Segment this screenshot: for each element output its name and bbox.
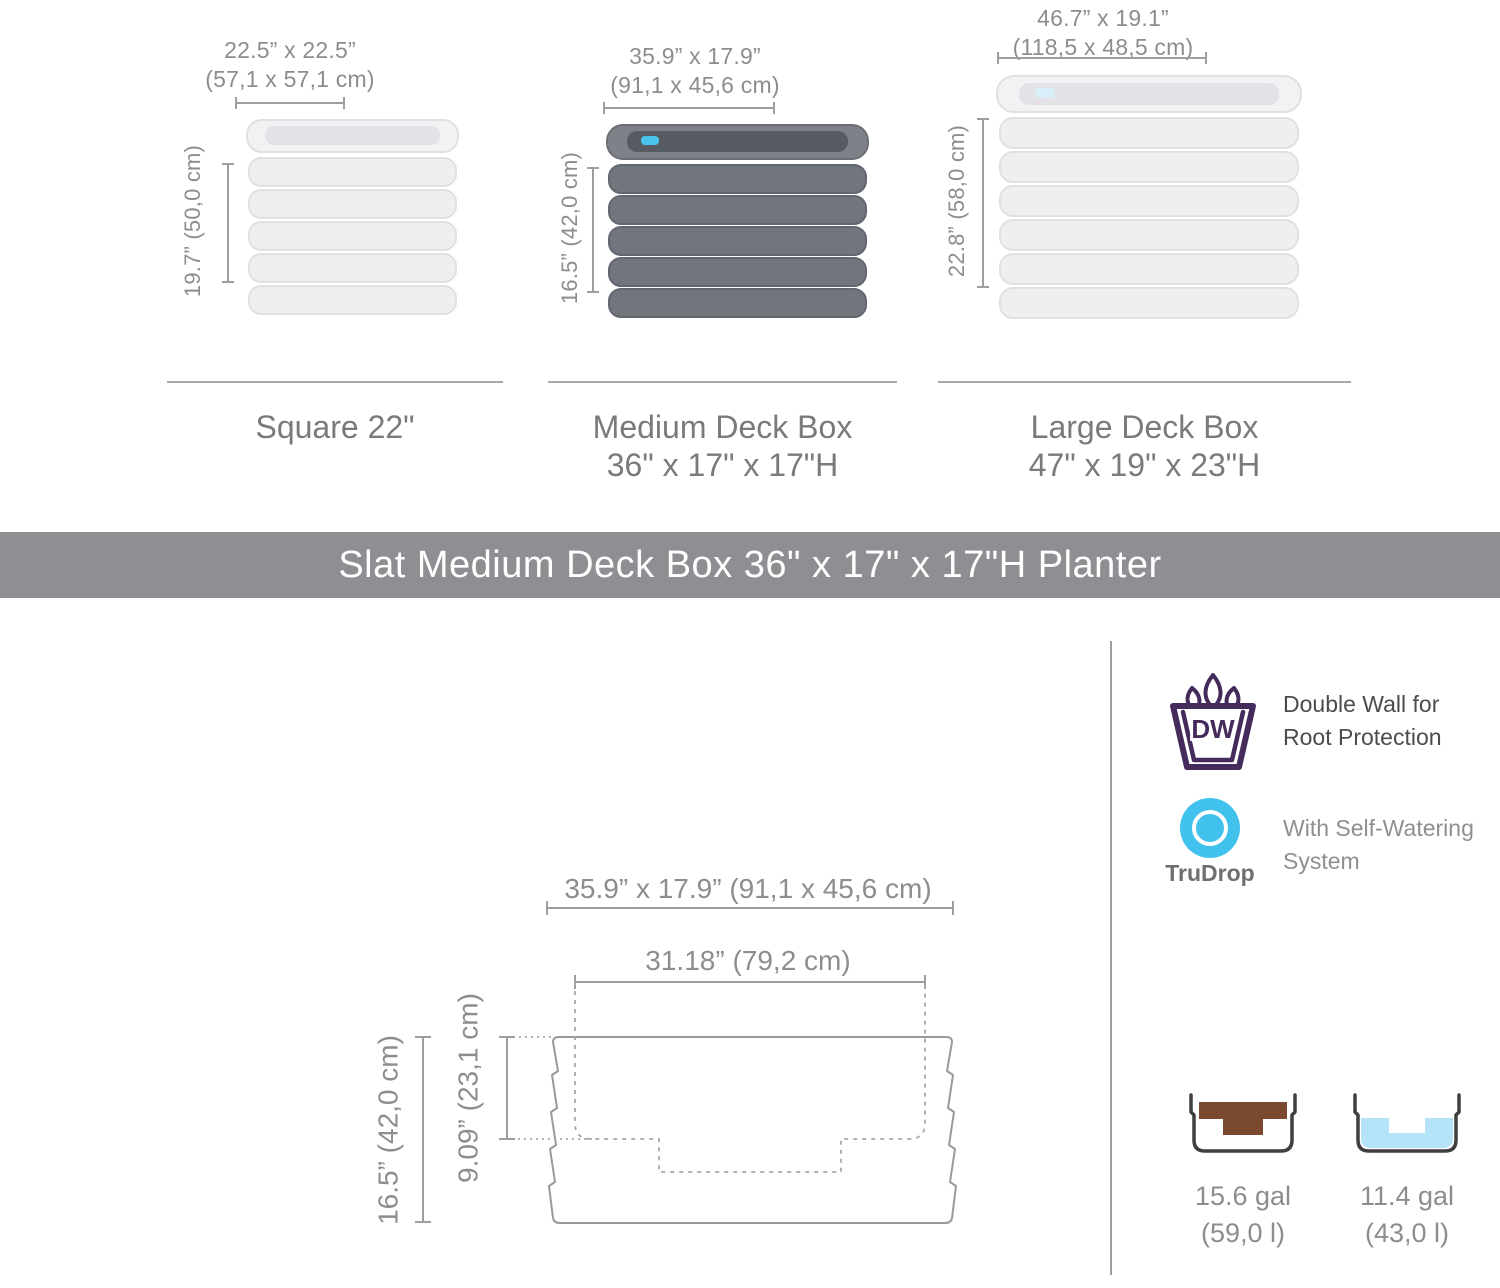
diagram-inner-width-text: 31.18” (79,2 cm) xyxy=(645,945,850,976)
medium-height-label: 16.5” (42,0 cm) xyxy=(557,151,582,305)
medium-height-dimension-line xyxy=(587,167,599,293)
large-dims-cm: (118,5 x 48,5 cm) xyxy=(1012,33,1194,60)
square-dimensions-label: 22.5” x 22.5” (57,1 x 57,1 cm) xyxy=(160,36,420,94)
features-panel-divider xyxy=(1110,641,1112,1275)
double-wall-abbr: DW xyxy=(1191,714,1235,744)
square-divider xyxy=(167,381,503,383)
square-height-label: 19.7” (50,0 cm) xyxy=(180,144,205,298)
large-product-size: 47" x 19" x 23"H xyxy=(1028,447,1261,483)
large-dims-inches: 46.7” x 19.1” xyxy=(1037,5,1169,31)
medium-dimensions-label: 35.9” x 17.9” (91,1 x 45,6 cm) xyxy=(565,42,825,100)
diagram-outer-width-line xyxy=(546,901,954,915)
medium-planter-illustration xyxy=(606,124,869,318)
square-height-dimension-line xyxy=(222,163,234,283)
self-watering-text: With Self-Watering System xyxy=(1283,812,1500,878)
square-width-dimension-line xyxy=(235,97,345,109)
trudrop-gauge-dot xyxy=(641,136,659,145)
inner-basin-dashed-outline xyxy=(574,982,926,1173)
medium-product-name: Medium Deck Box xyxy=(592,409,853,445)
large-dimensions-label: 46.7” x 19.1” (118,5 x 48,5 cm) xyxy=(973,4,1233,62)
diagram-depth-line xyxy=(499,1036,515,1140)
diagram-depth-text: 9.09” (23,1 cm) xyxy=(452,993,483,1183)
trudrop-icon xyxy=(1180,798,1240,858)
large-height-dimension-line xyxy=(977,118,989,288)
water-capacity-icon xyxy=(1353,1093,1461,1153)
double-wall-icon: DW xyxy=(1170,673,1256,770)
water-capacity-label: 11.4 gal (43,0 l) xyxy=(1337,1178,1477,1252)
diagram-inner-width-line xyxy=(574,975,926,989)
large-height-label: 22.8” (58,0 cm) xyxy=(944,124,969,278)
square-product-name: Square 22" xyxy=(255,409,415,445)
diagram-outer-width-text: 35.9” x 17.9” (91,1 x 45,6 cm) xyxy=(564,873,931,904)
title-banner: Slat Medium Deck Box 36" x 17" x 17"H Pl… xyxy=(0,532,1500,598)
large-product-name: Large Deck Box xyxy=(1030,409,1259,445)
medium-dims-cm: (91,1 x 45,6 cm) xyxy=(610,71,780,98)
technical-dimension-diagram: 35.9” x 17.9” (91,1 x 45,6 cm) 31.18” (7… xyxy=(372,873,957,1225)
trudrop-brand-label: TruDrop xyxy=(1165,860,1255,886)
medium-divider xyxy=(548,381,897,383)
soil-capacity-icon xyxy=(1189,1093,1297,1153)
square-dims-cm: (57,1 x 57,1 cm) xyxy=(205,65,375,92)
water-capacity-liters: (43,0 l) xyxy=(1364,1218,1450,1248)
planter-profile-outline xyxy=(548,1036,957,1224)
diagram-height-line xyxy=(415,1036,431,1223)
self-watering-line2: System xyxy=(1283,848,1360,874)
large-width-dimension-line xyxy=(997,52,1207,64)
medium-product-size: 36" x 17" x 17"H xyxy=(606,447,839,483)
trudrop-gauge-dot-faded xyxy=(1035,88,1055,98)
medium-width-dimension-line xyxy=(603,102,775,114)
diagram-height-text: 16.5” (42,0 cm) xyxy=(372,1035,403,1225)
page-title: Slat Medium Deck Box 36" x 17" x 17"H Pl… xyxy=(338,543,1162,586)
square-dims-inches: 22.5” x 22.5” xyxy=(224,37,356,63)
large-planter-illustration xyxy=(996,75,1302,319)
soil-capacity-liters: (59,0 l) xyxy=(1200,1218,1286,1248)
double-wall-text: Double Wall for Root Protection xyxy=(1283,688,1500,754)
water-capacity-gal: 11.4 gal xyxy=(1359,1181,1455,1211)
double-wall-line1: Double Wall for xyxy=(1283,691,1440,717)
double-wall-line2: Root Protection xyxy=(1283,724,1442,750)
medium-dims-inches: 35.9” x 17.9” xyxy=(629,43,761,69)
soil-capacity-gal: 15.6 gal xyxy=(1194,1181,1292,1211)
soil-capacity-label: 15.6 gal (59,0 l) xyxy=(1173,1178,1313,1252)
large-divider xyxy=(938,381,1351,383)
self-watering-line1: With Self-Watering xyxy=(1283,815,1474,841)
square-planter-illustration xyxy=(246,119,459,315)
